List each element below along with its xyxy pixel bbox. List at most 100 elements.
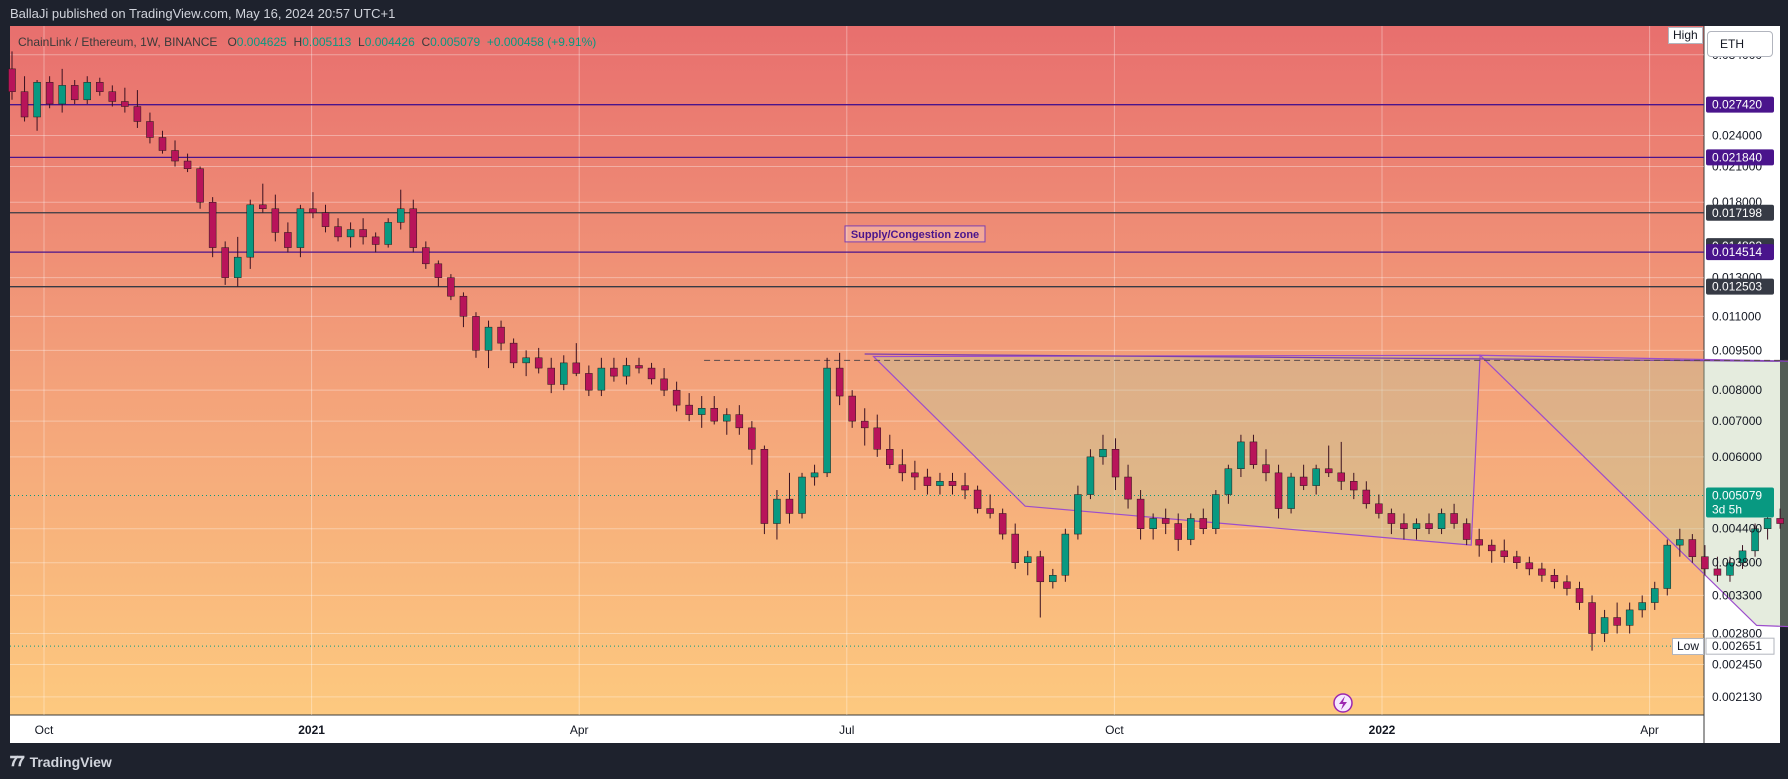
candle[interactable] — [1726, 556, 1734, 582]
candle[interactable] — [196, 166, 204, 209]
candle[interactable] — [1061, 528, 1070, 582]
candle[interactable] — [1525, 556, 1534, 576]
candle[interactable] — [1237, 434, 1245, 478]
candle[interactable] — [1550, 568, 1559, 589]
candle[interactable] — [936, 472, 944, 495]
candle[interactable] — [672, 381, 681, 412]
candle[interactable] — [1011, 523, 1019, 569]
candle[interactable] — [1124, 464, 1132, 509]
candle[interactable] — [1174, 513, 1182, 551]
candle[interactable] — [1412, 518, 1421, 540]
candle[interactable] — [1563, 575, 1571, 596]
candle[interactable] — [534, 347, 543, 374]
candle[interactable] — [171, 140, 179, 167]
candle[interactable] — [434, 260, 443, 287]
candle[interactable] — [133, 90, 142, 128]
candle[interactable] — [585, 365, 593, 397]
candle[interactable] — [246, 199, 255, 269]
candle[interactable] — [886, 434, 894, 469]
candle[interactable] — [1249, 434, 1258, 469]
candle[interactable] — [384, 218, 392, 248]
candle[interactable] — [58, 68, 66, 113]
candle[interactable] — [1500, 539, 1509, 563]
candle[interactable] — [8, 51, 16, 100]
candle[interactable] — [70, 79, 79, 104]
candle[interactable] — [1350, 472, 1358, 500]
candle[interactable] — [610, 357, 618, 382]
candle[interactable] — [547, 357, 555, 394]
candle[interactable] — [898, 449, 907, 482]
candle[interactable] — [1375, 494, 1383, 519]
candle[interactable] — [1425, 513, 1433, 535]
candle[interactable] — [497, 320, 505, 351]
candle[interactable] — [1751, 523, 1759, 557]
candle[interactable] — [1701, 545, 1709, 576]
candle[interactable] — [1274, 464, 1283, 519]
candle[interactable] — [96, 77, 104, 96]
supply-zone-annotation[interactable]: Supply/Congestion zone — [844, 225, 986, 243]
candle[interactable] — [835, 352, 844, 406]
candle[interactable] — [83, 76, 91, 104]
candle[interactable] — [1299, 464, 1308, 491]
candle[interactable] — [1763, 513, 1772, 540]
candle[interactable] — [697, 396, 706, 428]
candle[interactable] — [748, 421, 756, 465]
candle[interactable] — [108, 85, 117, 107]
candle[interactable] — [484, 320, 493, 369]
candle[interactable] — [20, 76, 29, 122]
candle[interactable] — [296, 204, 305, 258]
candle[interactable] — [1462, 518, 1471, 546]
candle[interactable] — [1049, 568, 1057, 589]
candle[interactable] — [798, 472, 806, 519]
candle[interactable] — [1036, 550, 1045, 618]
candle[interactable] — [1161, 508, 1170, 535]
candle[interactable] — [121, 87, 129, 113]
candle[interactable] — [647, 362, 656, 385]
candle[interactable] — [371, 232, 380, 253]
candle[interactable] — [685, 393, 693, 422]
candle[interactable] — [459, 292, 468, 328]
candle[interactable] — [158, 130, 167, 154]
candle[interactable] — [522, 350, 530, 377]
candle[interactable] — [45, 76, 54, 109]
candle[interactable] — [1613, 602, 1621, 634]
candle[interactable] — [735, 405, 744, 435]
candle[interactable] — [309, 192, 317, 219]
candle[interactable] — [986, 494, 994, 519]
candle[interactable] — [1224, 464, 1233, 504]
candle[interactable] — [572, 343, 581, 377]
candle[interactable] — [359, 218, 367, 245]
candle[interactable] — [1212, 490, 1220, 535]
candle[interactable] — [1688, 534, 1697, 563]
footer-brand[interactable]: 𝟕𝟕 TradingView — [10, 753, 112, 770]
candle[interactable] — [1638, 595, 1646, 618]
candle[interactable] — [1187, 513, 1195, 546]
candle[interactable] — [33, 79, 41, 131]
candle[interactable] — [1588, 595, 1596, 651]
candle[interactable] — [635, 357, 643, 374]
candle[interactable] — [396, 189, 405, 230]
candle[interactable] — [911, 460, 919, 491]
candle[interactable] — [660, 368, 668, 397]
candle[interactable] — [183, 153, 192, 173]
candle[interactable] — [1337, 441, 1345, 491]
candle[interactable] — [961, 472, 969, 500]
candle[interactable] — [1149, 513, 1157, 540]
candle[interactable] — [1450, 503, 1458, 529]
candle[interactable] — [346, 222, 355, 248]
candle[interactable] — [1287, 472, 1295, 514]
candle[interactable] — [321, 204, 330, 233]
candle[interactable] — [1663, 539, 1672, 596]
candle[interactable] — [848, 390, 856, 428]
candle[interactable] — [284, 222, 292, 253]
candle[interactable] — [472, 312, 480, 358]
candle[interactable] — [823, 357, 831, 478]
candle[interactable] — [1713, 556, 1722, 582]
candle[interactable] — [785, 472, 794, 524]
candle[interactable] — [810, 464, 819, 486]
lightning-icon[interactable] — [1333, 693, 1353, 713]
candle[interactable] — [208, 197, 217, 258]
candle[interactable] — [221, 241, 229, 285]
candle[interactable] — [1575, 581, 1584, 610]
